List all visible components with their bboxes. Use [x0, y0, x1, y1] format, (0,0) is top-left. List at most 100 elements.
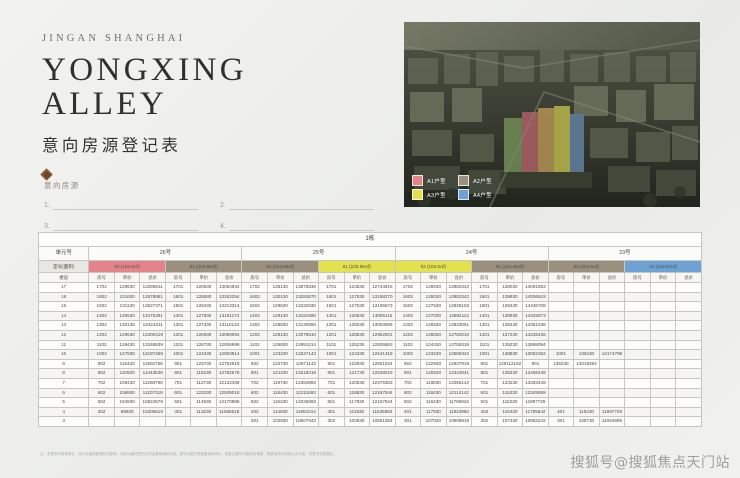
data-cell[interactable] — [649, 339, 677, 351]
data-cell[interactable] — [649, 329, 677, 341]
data-cell[interactable]: 129630 — [113, 282, 141, 293]
data-cell[interactable] — [598, 282, 626, 293]
data-cell[interactable]: 601 — [471, 387, 498, 399]
data-cell[interactable]: 130630 — [113, 310, 141, 322]
data-cell[interactable] — [598, 329, 626, 341]
data-cell[interactable]: 139230 — [496, 339, 524, 351]
data-cell[interactable]: 11207319 — [139, 387, 166, 399]
data-cell[interactable]: 11997729 — [522, 397, 549, 408]
data-cell[interactable]: 123230 — [190, 387, 217, 399]
data-cell[interactable] — [624, 320, 651, 331]
data-cell[interactable]: 123230 — [420, 349, 447, 360]
data-cell[interactable]: 113230 — [190, 406, 217, 418]
data-cell[interactable]: 11795842 — [445, 397, 473, 408]
data-cell[interactable]: 131630 — [113, 291, 141, 303]
data-cell[interactable]: 13079510 — [292, 329, 320, 341]
data-cell[interactable]: 116230 — [267, 397, 294, 408]
table-row[interactable]: 10 1002 127930 13197269 1001 124230 12903914 10… — [37, 349, 702, 360]
data-cell[interactable]: 13130550 — [292, 320, 320, 331]
table-row[interactable]: 15 1502 131130 13527371 1501 128430 13213314 15… — [37, 301, 702, 312]
table-row[interactable]: 4 402 98930 10205619 401 113230 11568518 402 114… — [37, 406, 702, 418]
data-cell[interactable]: 601 — [318, 387, 345, 399]
data-cell[interactable]: 14402873 — [522, 310, 549, 322]
data-cell[interactable]: 12586342 — [445, 349, 473, 360]
intent-line-item[interactable]: 2. — [220, 200, 374, 210]
data-cell[interactable]: 13578951 — [139, 291, 166, 303]
data-cell[interactable] — [675, 291, 702, 303]
data-cell[interactable]: 10863242 — [522, 416, 549, 427]
data-cell[interactable]: 12982342 — [445, 291, 473, 303]
data-cell[interactable]: 14306543 — [522, 291, 549, 303]
data-cell[interactable]: 702 — [88, 377, 115, 389]
data-cell[interactable]: 12752919 — [215, 358, 243, 370]
data-cell[interactable]: 13062362 — [522, 349, 549, 360]
data-cell[interactable]: 104930 — [113, 397, 141, 408]
data-cell[interactable]: 138430 — [496, 320, 524, 331]
data-cell[interactable]: 1701 — [318, 282, 345, 293]
data-cell[interactable]: 11861014 — [292, 406, 320, 418]
data-cell[interactable]: 1501 — [164, 301, 192, 312]
data-cell[interactable] — [675, 282, 702, 293]
data-cell[interactable]: 139430 — [496, 301, 524, 312]
data-cell[interactable]: 501 — [164, 397, 192, 408]
data-cell[interactable]: 122730 — [267, 358, 294, 370]
data-cell[interactable]: 123530 — [343, 282, 371, 293]
table-row[interactable]: 6 602 108930 11207319 601 123230 12539018 602 11… — [37, 387, 702, 399]
data-cell[interactable]: 1401 — [318, 310, 345, 322]
data-cell[interactable] — [649, 349, 677, 360]
data-cell[interactable]: 901 — [164, 358, 192, 370]
data-cell[interactable]: 602 — [241, 387, 268, 399]
data-cell[interactable]: 12539018 — [215, 387, 243, 399]
data-cell[interactable]: 120530 — [343, 377, 371, 389]
data-cell[interactable] — [624, 416, 651, 427]
data-cell[interactable]: 102930 — [343, 416, 371, 427]
data-cell[interactable] — [624, 310, 651, 322]
data-cell[interactable] — [598, 377, 626, 389]
data-cell[interactable]: 402 — [241, 406, 268, 418]
data-cell[interactable]: 901 — [471, 358, 498, 370]
data-cell[interactable] — [598, 301, 626, 312]
data-cell[interactable]: 115230 — [496, 387, 524, 399]
data-cell[interactable] — [675, 339, 702, 351]
data-cell[interactable]: 402 — [88, 406, 115, 418]
data-cell[interactable]: 11902759 — [139, 358, 166, 370]
data-cell[interactable]: 301 — [547, 416, 575, 427]
data-cell[interactable] — [675, 320, 702, 331]
data-cell[interactable]: 120530 — [420, 368, 447, 379]
data-cell[interactable]: 129630 — [113, 329, 141, 341]
data-cell[interactable]: 123230 — [267, 349, 294, 360]
data-cell[interactable]: 12025893 — [292, 397, 320, 408]
data-cell[interactable]: 10607943 — [292, 416, 320, 427]
data-cell[interactable]: 125230 — [343, 339, 371, 351]
data-cell[interactable] — [624, 282, 651, 293]
data-cell[interactable] — [624, 329, 651, 341]
data-cell[interactable]: 115430 — [113, 358, 141, 370]
data-cell[interactable]: 134230 — [496, 377, 524, 389]
data-cell[interactable] — [547, 397, 575, 408]
data-cell[interactable]: 126930 — [190, 329, 217, 341]
data-cell[interactable]: 1102 — [88, 339, 115, 351]
data-cell[interactable] — [675, 387, 702, 399]
data-cell[interactable]: 301 — [241, 416, 268, 427]
data-cell[interactable]: 115230 — [573, 406, 600, 418]
data-cell[interactable]: 12982342 — [445, 282, 473, 293]
data-cell[interactable] — [598, 397, 626, 408]
data-cell[interactable] — [573, 387, 600, 399]
data-cell[interactable] — [547, 310, 575, 322]
data-cell[interactable]: 14091863 — [522, 282, 549, 293]
data-cell[interactable]: 11795842 — [522, 406, 549, 418]
data-cell[interactable]: 902 — [241, 358, 268, 370]
data-cell[interactable]: 1601 — [471, 291, 498, 303]
data-cell[interactable]: 12936999 — [215, 339, 243, 351]
data-cell[interactable]: 126030 — [420, 329, 447, 341]
data-cell[interactable]: 402 — [471, 406, 498, 418]
data-cell[interactable]: 702 — [241, 377, 268, 389]
data-cell[interactable]: 901 — [318, 358, 345, 370]
data-cell[interactable]: 11064699 — [598, 416, 626, 427]
table-row[interactable]: 17 1702 129630 13286811 1701 129630 13054934 17… — [37, 282, 702, 293]
data-cell[interactable]: 1201 — [318, 329, 345, 341]
data-cell[interactable] — [675, 301, 702, 312]
data-cell[interactable]: 13475291 — [139, 310, 166, 322]
data-cell[interactable]: 127930 — [190, 310, 217, 322]
table-row[interactable]: 8 802 110930 11443539 801 115230 12782678 801 12… — [37, 368, 702, 379]
